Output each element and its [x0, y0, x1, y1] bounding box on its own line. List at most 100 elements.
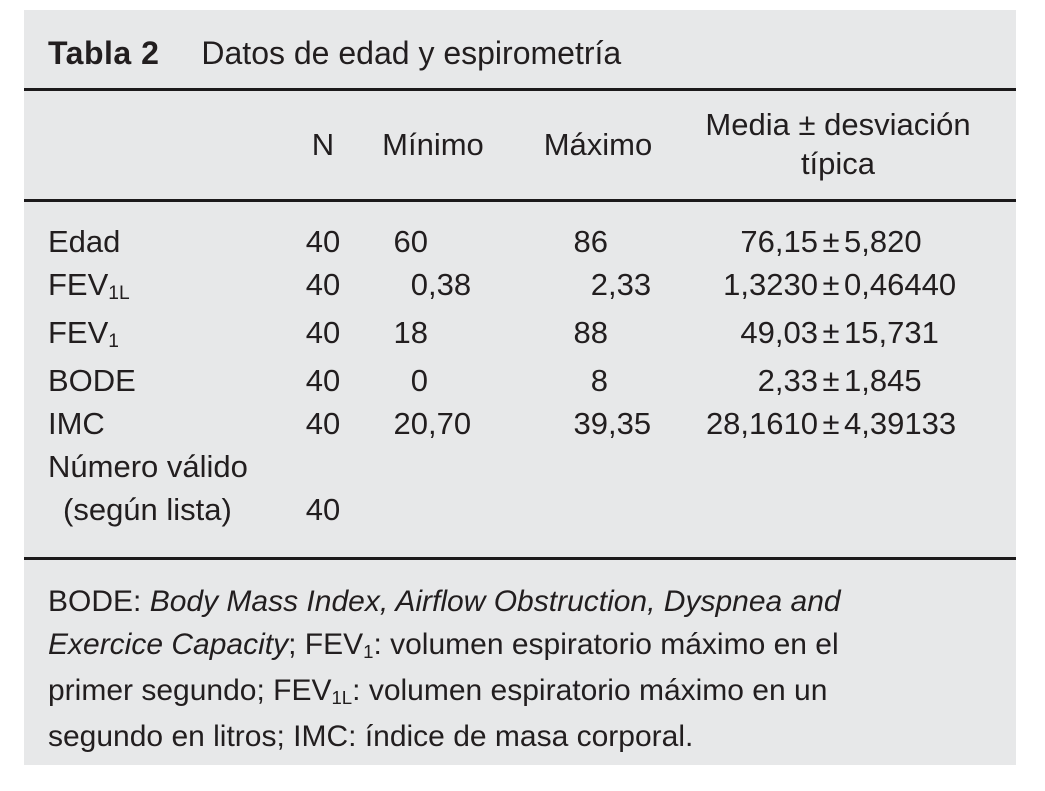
italic-text: Body Mass Index, Airflow Obstruction, Dy…	[149, 585, 841, 618]
media-sd: 4,39133	[844, 406, 957, 441]
row-label: IMC	[48, 406, 105, 441]
table-body: Edad 40 60 86 76,15 ±5,820 FEV1L 40 0,38 2,33 1,32…	[24, 202, 1016, 557]
cell-media: 28,1610 ±4,39133	[688, 402, 988, 445]
subscript: 1	[108, 331, 119, 353]
media-mean	[688, 445, 818, 531]
plus-minus-sign: ±	[822, 267, 840, 302]
cell-minimo: 60	[358, 220, 508, 263]
row-label: Edad	[48, 224, 121, 259]
column-header-minimo: Mínimo	[382, 126, 484, 162]
minimo-fraction	[428, 220, 508, 263]
minimo-integer: 0	[410, 267, 428, 302]
plus-minus-sign: ±	[822, 315, 840, 350]
media-mean: 76,15	[740, 224, 818, 259]
table-row: FEV1 40 18 88 49,03 ±15,731	[24, 311, 1016, 359]
table-row: Número válido (según lista) 40	[24, 445, 1016, 531]
cell-media: 1,3230 ±0,46440	[688, 263, 988, 311]
cell-n: 40	[305, 267, 341, 302]
minimo-integer: 18	[393, 315, 428, 350]
minimo-fraction	[428, 359, 508, 402]
media-mean: 1,3230	[723, 267, 818, 302]
minimo-fraction	[428, 311, 508, 359]
cell-media: 76,15 ±5,820	[688, 220, 988, 263]
column-header-maximo: Máximo	[543, 126, 653, 162]
row-label: FEV1L	[48, 267, 130, 305]
row-label-line1: Número válido	[48, 449, 248, 484]
row-label: FEV1	[48, 315, 119, 353]
column-header-media: Media ± desviación típica	[688, 105, 988, 183]
column-header-media-line1: Media ± desviación	[705, 107, 971, 142]
cell-minimo: 18	[358, 311, 508, 359]
rule-header-separator	[24, 199, 1016, 202]
cell-media: 49,03 ±15,731	[688, 311, 988, 359]
italic-text: Exercice Capacity	[48, 628, 289, 661]
table-row: Edad 40 60 86 76,15 ±5,820	[24, 220, 1016, 263]
table-number: Tabla 2	[48, 35, 160, 71]
maximo-fraction	[608, 445, 688, 531]
cell-minimo: 0,38	[358, 263, 508, 311]
media-mean: 2,33	[757, 363, 818, 398]
column-header-n: N	[311, 126, 335, 162]
maximo-integer: 2	[590, 267, 608, 302]
cell-minimo: 20,70	[358, 402, 508, 445]
maximo-integer: 8	[590, 363, 608, 398]
table-footnote: BODE: Body Mass Index, Airflow Obstructi…	[24, 560, 1016, 758]
maximo-fraction	[608, 311, 688, 359]
media-sd: 5,820	[844, 224, 922, 259]
table-figure: Tabla 2 Datos de edad y espirometría N M…	[24, 10, 1016, 765]
maximo-fraction	[608, 220, 688, 263]
rule-top	[24, 88, 1016, 91]
minimo-fraction: ,70	[428, 406, 472, 441]
cell-minimo	[358, 445, 508, 531]
cell-maximo: 8	[508, 359, 688, 402]
row-label: BODE	[48, 363, 136, 398]
cell-maximo: 2,33	[508, 263, 688, 311]
media-mean: 28,1610	[705, 406, 818, 441]
minimo-fraction	[428, 445, 508, 531]
plus-minus-sign: ±	[822, 224, 840, 259]
media-sd: 1,845	[844, 363, 922, 398]
cell-n: 40	[305, 492, 341, 527]
plus-minus-sign: ±	[822, 363, 840, 398]
subscript: 1L	[331, 687, 353, 709]
minimo-fraction: ,38	[428, 267, 472, 302]
maximo-integer: 88	[573, 315, 608, 350]
footnote-line: segundo en litros; IMC: índice de masa c…	[48, 720, 694, 753]
cell-media: 2,33 ±1,845	[688, 359, 988, 402]
media-sd: 15,731	[844, 315, 939, 350]
cell-minimo: 0	[358, 359, 508, 402]
maximo-fraction: ,33	[608, 267, 652, 302]
cell-n: 40	[305, 363, 341, 398]
minimo-integer: 60	[393, 224, 428, 259]
maximo-fraction	[608, 359, 688, 402]
minimo-integer	[358, 445, 428, 531]
table-row: FEV1L 40 0,38 2,33 1,3230 ±0,46440	[24, 263, 1016, 311]
cell-n: 40	[305, 315, 341, 350]
footnote-line: Exercice Capacity; FEV1: volumen espirat…	[48, 628, 839, 663]
footnote-line: primer segundo; FEV1L: volumen espirator…	[48, 674, 828, 709]
table-caption: Tabla 2 Datos de edad y espirometría	[24, 10, 1016, 88]
footnote-line: BODE: Body Mass Index, Airflow Obstructi…	[48, 585, 841, 618]
maximo-integer: 86	[573, 224, 608, 259]
table-row: IMC 40 20,70 39,35 28,1610 ±4,39133	[24, 402, 1016, 445]
table-row: BODE 40 0 8 2,33 ±1,845	[24, 359, 1016, 402]
page-title: Datos de edad y espirometría	[201, 35, 622, 71]
minimo-integer: 0	[410, 363, 428, 398]
plus-minus-sign: ±	[822, 406, 840, 441]
row-label: Número válido (según lista)	[48, 445, 288, 531]
cell-maximo: 39,35	[508, 402, 688, 445]
media-mean: 49,03	[740, 315, 818, 350]
minimo-integer: 20	[393, 406, 428, 441]
subscript: 1	[363, 641, 374, 663]
maximo-fraction: ,35	[608, 406, 652, 441]
table-header-row: N Mínimo Máximo Media ± desviación típic…	[24, 91, 1016, 199]
rule-bottom-separator	[24, 557, 1016, 560]
subscript: 1L	[108, 283, 130, 305]
cell-media	[688, 445, 988, 531]
plus-minus-sign	[818, 445, 844, 531]
cell-n: 40	[305, 224, 341, 259]
maximo-integer: 39	[573, 406, 608, 441]
row-label-line2: (según lista)	[63, 492, 232, 527]
media-sd	[844, 445, 988, 531]
cell-maximo: 86	[508, 220, 688, 263]
